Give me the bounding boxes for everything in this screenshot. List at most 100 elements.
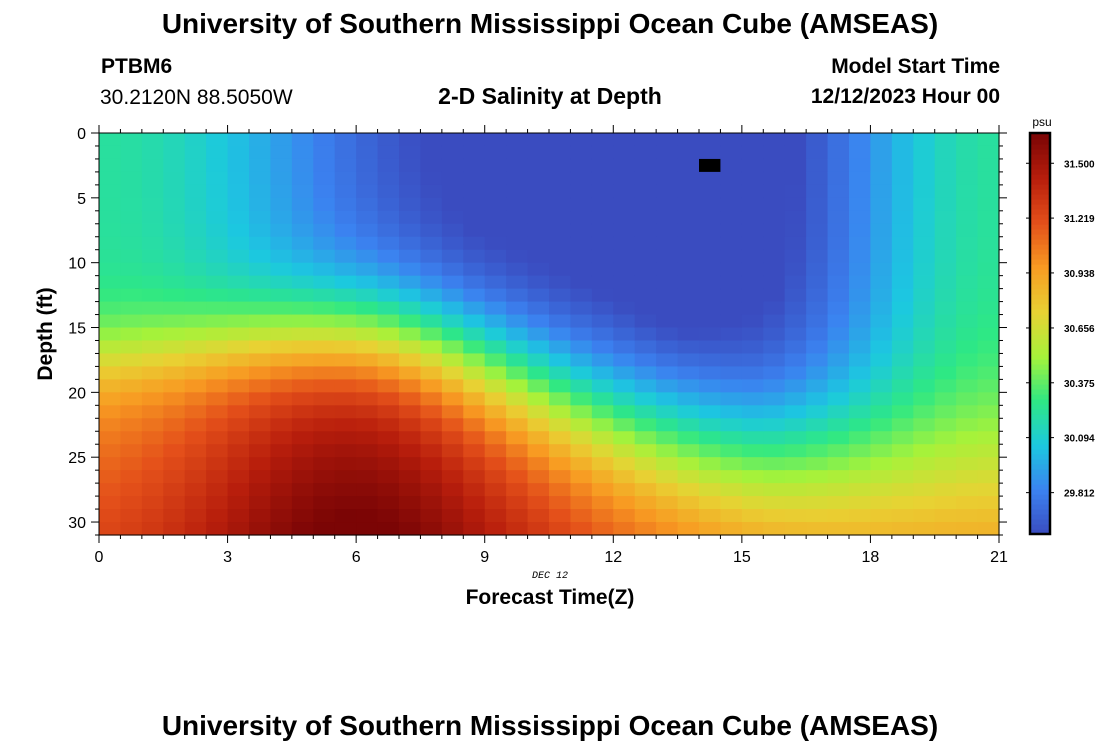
heatmap-cell (913, 379, 936, 393)
heatmap-cell (249, 210, 272, 225)
heatmap-cell (206, 366, 229, 380)
heatmap-cell (827, 457, 850, 471)
heatmap-cell (270, 210, 293, 225)
heatmap-cell (913, 418, 936, 432)
heatmap-cell (913, 340, 936, 355)
heatmap-cell (763, 353, 786, 368)
x-tick-label: 15 (733, 549, 751, 566)
heatmap-cell (206, 444, 229, 458)
heatmap-cell (956, 236, 979, 251)
x-tick-label: 21 (990, 549, 1008, 566)
heatmap-cell (891, 418, 914, 432)
heatmap-cell (527, 236, 550, 251)
heatmap-cell (99, 431, 122, 445)
heatmap-cell (184, 197, 207, 212)
heatmap-cell (677, 392, 700, 406)
heatmap-cell (270, 184, 293, 199)
heatmap-cell (870, 522, 893, 536)
heatmap-cell (420, 133, 443, 147)
heatmap-cell (956, 340, 979, 355)
heatmap-cell (763, 288, 786, 303)
heatmap-cell (849, 457, 872, 471)
heatmap-cell (613, 262, 636, 277)
heatmap-cell (206, 405, 229, 419)
heatmap-cell (313, 197, 336, 212)
heatmap-cell (977, 275, 1000, 290)
heatmap-cell (334, 184, 357, 199)
y-tick-label: 20 (68, 385, 86, 402)
colorbar-segment (1031, 474, 1049, 480)
heatmap-cell (613, 184, 636, 199)
heatmap-cell (741, 483, 764, 497)
heatmap-cell (634, 314, 657, 329)
heatmap-cell (120, 418, 143, 432)
heatmap-cell (120, 210, 143, 225)
heatmap-cell (120, 431, 143, 445)
heatmap-cell (613, 314, 636, 329)
heatmap-cell (441, 340, 464, 355)
heatmap-cell (570, 327, 593, 342)
colorbar-segment (1031, 184, 1049, 190)
heatmap-cell (334, 223, 357, 238)
heatmap-cell (677, 133, 700, 147)
heatmap-cell (677, 197, 700, 212)
heatmap-cell (913, 197, 936, 212)
heatmap-cell (763, 470, 786, 484)
heatmap-cell (634, 275, 657, 290)
heatmap-cell (334, 366, 357, 380)
heatmap-cell (913, 171, 936, 186)
heatmap-cell (441, 405, 464, 419)
heatmap-cell (270, 133, 293, 147)
heatmap-cell (420, 327, 443, 342)
heatmap-cell (291, 184, 314, 199)
heatmap-cell (206, 197, 229, 212)
heatmap-cell (356, 405, 379, 419)
heatmap-cell (870, 275, 893, 290)
heatmap-cell (356, 470, 379, 484)
heatmap-cell (206, 431, 229, 445)
heatmap-cell (849, 133, 872, 147)
heatmap-cell (913, 301, 936, 316)
heatmap-cell (720, 262, 743, 277)
heatmap-cell (334, 197, 357, 212)
heatmap-cell (313, 210, 336, 225)
heatmap-cell (741, 353, 764, 368)
colorbar-segment (1031, 204, 1049, 210)
heatmap-cell (441, 236, 464, 251)
heatmap-cell (227, 470, 250, 484)
heatmap-cell (956, 379, 979, 393)
heatmap-cell (977, 483, 1000, 497)
heatmap-cell (356, 431, 379, 445)
colorbar-segment (1031, 354, 1049, 360)
heatmap-cell (420, 379, 443, 393)
heatmap-cell (956, 249, 979, 264)
heatmap-cell (591, 509, 614, 523)
heatmap-cell (934, 509, 957, 523)
heatmap-cell (377, 444, 400, 458)
heatmap-cell (570, 223, 593, 238)
heatmap-cell (656, 327, 679, 342)
heatmap-cell (549, 522, 572, 536)
heatmap-cell (463, 496, 486, 510)
heatmap-cell (699, 314, 722, 329)
heatmap-cell (613, 457, 636, 471)
heatmap-cell (527, 379, 550, 393)
heatmap-cell (570, 197, 593, 212)
heatmap-cell (463, 133, 486, 147)
colorbar-segment (1031, 419, 1049, 425)
heatmap-cell (570, 262, 593, 277)
heatmap-cell (806, 418, 829, 432)
heatmap-cell (591, 470, 614, 484)
heatmap-cell (806, 158, 829, 173)
heatmap-cell (484, 133, 507, 147)
heatmap-cell (206, 496, 229, 510)
heatmap-cell (934, 171, 957, 186)
heatmap-cell (570, 145, 593, 160)
heatmap-cell (141, 236, 164, 251)
heatmap-cell (184, 171, 207, 186)
heatmap-cell (184, 288, 207, 303)
chart-subtitle: 2-D Salinity at Depth (438, 83, 662, 109)
heatmap-cell (977, 223, 1000, 238)
heatmap-cell (613, 249, 636, 264)
heatmap-cell (870, 314, 893, 329)
